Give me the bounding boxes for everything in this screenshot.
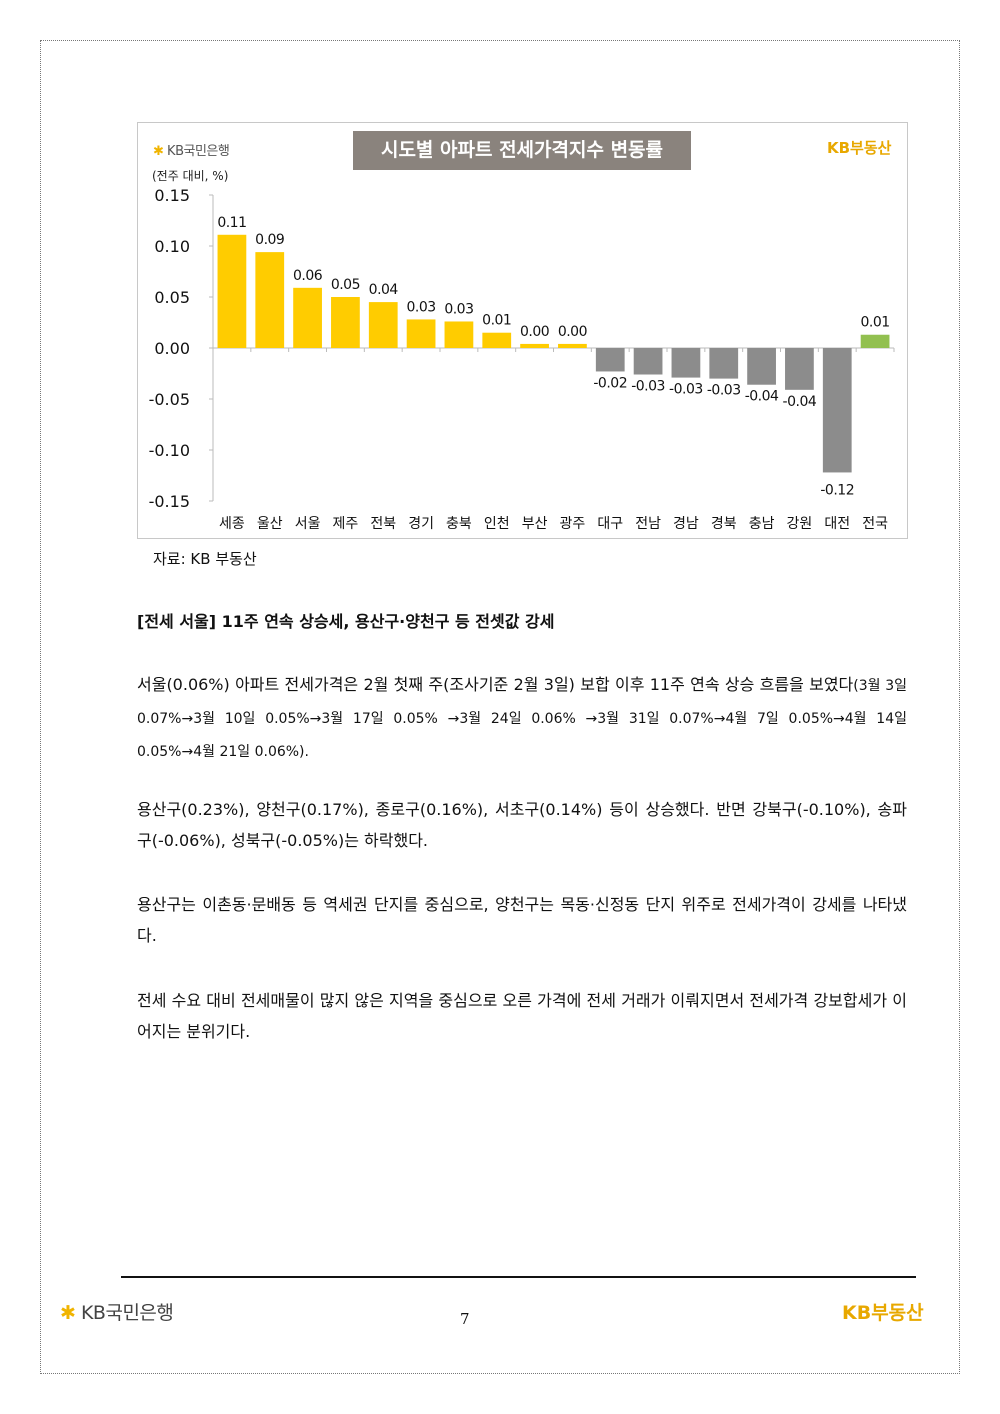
x-tick-label: 광주 [560, 516, 586, 532]
x-tick-label: 강원 [787, 516, 813, 532]
page-number: 7 [460, 1310, 470, 1328]
kb-star-icon: ✱ [153, 144, 164, 159]
y-tick-label: 0.00 [154, 339, 190, 358]
paragraph-1: 서울(0.06%) 아파트 전세가격은 2월 첫째 주(조사기준 2월 3일) … [137, 669, 907, 768]
chart-container [137, 122, 908, 539]
bar-대구 [595, 348, 625, 372]
y-tick-label: -0.05 [149, 390, 190, 409]
bar-충북 [444, 321, 474, 348]
bar-전북 [368, 302, 398, 348]
bar-전국 [860, 334, 890, 348]
x-tick-label: 대구 [597, 516, 623, 532]
data-label: 0.01 [860, 315, 889, 331]
x-tick-label: 경기 [408, 516, 434, 532]
bar-제주 [331, 297, 360, 348]
x-tick-label: 인천 [484, 516, 510, 532]
y-tick-label: 0.05 [154, 288, 190, 307]
data-label: -0.12 [820, 482, 854, 498]
kb-bank-logo-text: KB국민은행 [167, 144, 230, 159]
x-tick-label: 서울 [295, 516, 321, 532]
bar-서울 [293, 287, 322, 348]
kb-star-icon: ✱ [60, 1302, 76, 1324]
kb-realestate-logo: KB부동산 [827, 139, 892, 157]
data-label: 0.06 [293, 268, 323, 284]
y-tick-label: -0.10 [149, 441, 190, 460]
paragraph-1-main: 서울(0.06%) 아파트 전세가격은 2월 첫째 주(조사기준 2월 3일) … [137, 675, 854, 694]
bar-chart: 0.15 0.10 0.05 0.00 -0.05 -0.10 -0.15 0.11 세종 0.0… [149, 186, 895, 532]
chart-title: 시도별 아파트 전세가격지수 변동률 [353, 131, 691, 170]
paragraph-1-detail: (3월 3일 0.07%→3월 10일 0.05%→3월 17일 0.05% →… [137, 678, 907, 760]
data-label: -0.04 [745, 389, 779, 405]
bar-대전 [822, 348, 852, 473]
footer-kb-realestate-logo: KB부동산 [842, 1302, 924, 1324]
data-label: 0.03 [444, 301, 473, 317]
bar-부산 [520, 343, 549, 348]
x-tick-label: 대전 [824, 516, 850, 532]
footer-kb-bank-logo: ✱ KB국민은행 [60, 1298, 174, 1325]
x-tick-label: 울산 [257, 516, 283, 532]
x-tick-label: 제주 [333, 516, 359, 532]
data-label: -0.02 [593, 375, 627, 391]
data-label: -0.03 [707, 383, 741, 399]
y-tick-label: 0.10 [154, 237, 190, 256]
paragraph-3: 용산구는 이촌동·문배동 등 역세권 단지를 중심으로, 양천구는 목동·신정동… [137, 895, 907, 945]
page-border [40, 40, 960, 1374]
data-label: 0.09 [255, 232, 284, 248]
x-tick-label: 충남 [749, 516, 775, 532]
x-tick-label: 부산 [522, 516, 548, 532]
paragraph-4: 전세 수요 대비 전세매물이 많지 않은 지역을 중심으로 오른 가격에 전세 … [137, 991, 907, 1041]
y-tick-label: -0.15 [149, 492, 190, 511]
x-tick-label: 전국 [862, 516, 888, 532]
bar-경남 [671, 348, 701, 378]
bar-울산 [255, 252, 285, 348]
data-label: -0.04 [783, 394, 817, 410]
y-tick-label: 0.15 [154, 186, 190, 205]
x-tick-label: 전남 [635, 516, 661, 532]
bar-충남 [747, 348, 776, 385]
bar-강원 [785, 348, 814, 390]
bar-경기 [406, 319, 436, 348]
bar-경북 [709, 348, 739, 379]
data-label: 0.05 [331, 277, 360, 293]
x-tick-label: 충북 [446, 516, 472, 532]
footer-divider [121, 1276, 916, 1278]
data-label: 0.03 [406, 299, 435, 315]
data-label: 0.00 [520, 324, 549, 340]
bar-광주 [558, 343, 587, 348]
data-label: 0.04 [369, 282, 399, 298]
footer-kb-bank-logo-text: KB국민은행 [80, 1302, 174, 1324]
x-tick-label: 전북 [370, 516, 396, 532]
data-label: 0.11 [217, 215, 246, 231]
data-label: -0.03 [631, 379, 665, 395]
x-tick-label: 경남 [673, 516, 699, 532]
x-tick-label: 경북 [711, 516, 737, 532]
data-label: 0.01 [482, 313, 511, 329]
section-heading: [전세 서울] 11주 연속 상승세, 용산구·양천구 등 전셋값 강세 [137, 612, 555, 631]
chart-unit-label: (전주 대비, %) [152, 169, 229, 183]
chart-source: 자료: KB 부동산 [153, 550, 257, 568]
x-tick-label: 세종 [219, 516, 245, 532]
paragraph-2: 용산구(0.23%), 양천구(0.17%), 종로구(0.16%), 서초구(… [137, 800, 907, 850]
bar-세종 [217, 234, 247, 348]
bar-전남 [633, 348, 663, 375]
kb-bank-logo: ✱ KB국민은행 [153, 140, 230, 159]
data-label: -0.03 [669, 382, 703, 398]
bar-인천 [482, 332, 512, 348]
data-label: 0.00 [558, 324, 587, 340]
